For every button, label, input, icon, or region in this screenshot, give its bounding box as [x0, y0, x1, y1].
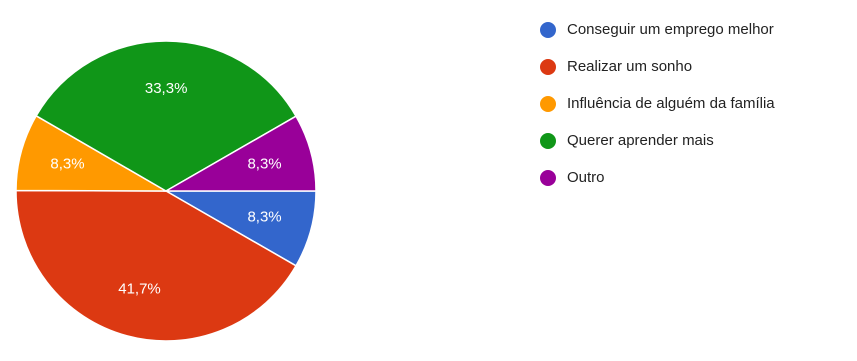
pie-slice-label: 8,3%: [247, 208, 281, 225]
legend-label: Outro: [567, 169, 605, 186]
legend-swatch: [540, 133, 556, 149]
pie-slice-label: 8,3%: [50, 155, 84, 172]
legend-item: Outro: [540, 169, 605, 186]
legend-swatch: [540, 59, 556, 75]
legend-label: Querer aprender mais: [567, 132, 714, 149]
legend-item: Realizar um sonho: [540, 58, 692, 75]
legend-label: Influência de alguém da família: [567, 95, 775, 112]
legend-item: Influência de alguém da família: [540, 95, 775, 112]
legend-label: Conseguir um emprego melhor: [567, 21, 774, 38]
pie-slice-label: 8,3%: [247, 156, 281, 173]
legend-item: Querer aprender mais: [540, 132, 714, 149]
legend-item: Conseguir um emprego melhor: [540, 21, 774, 38]
legend-swatch: [540, 96, 556, 112]
pie-slices: [15, 40, 317, 342]
pie-slice-label: 33,3%: [145, 80, 188, 97]
pie-slice: [15, 189, 298, 342]
legend-label: Realizar um sonho: [567, 58, 692, 75]
legend: Conseguir um emprego melhor Realizar um s…: [540, 21, 775, 186]
pie-slice-label: 41,7%: [118, 280, 161, 297]
pie-slice-labels: 8,3% 41,7% 8,3% 33,3% 8,3%: [50, 80, 281, 298]
pie-slice: [163, 115, 317, 192]
legend-swatch: [540, 22, 556, 38]
legend-swatch: [540, 170, 556, 186]
